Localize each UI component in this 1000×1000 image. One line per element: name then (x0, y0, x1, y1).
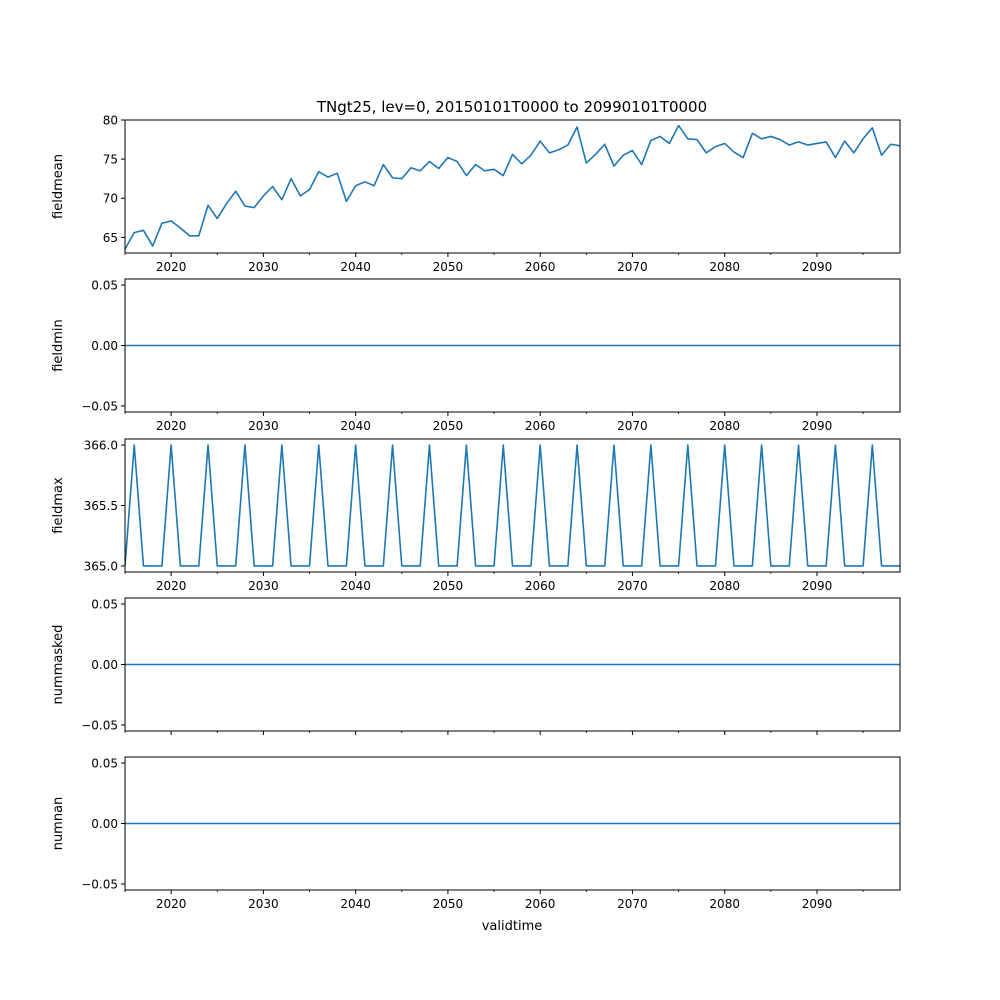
x-tick-label: 2070 (617, 260, 648, 274)
x-tick-label: 2030 (248, 419, 279, 433)
x-tick-label: 2060 (525, 579, 556, 593)
x-tick-label: 2040 (340, 579, 371, 593)
subplot-nummasked: −0.05 0.00 0.05 nummasked (51, 597, 901, 735)
x-tick-label: 2090 (802, 579, 833, 593)
x-tick-label: 2040 (340, 260, 371, 274)
y-tick-label: 0.00 (91, 658, 118, 672)
x-tick-label: 2090 (802, 419, 833, 433)
y-tick-label: 65 (103, 231, 118, 245)
y-tick-label: 365.5 (84, 499, 118, 513)
x-tick-label: 2050 (433, 419, 464, 433)
axes-frame (124, 438, 901, 573)
x-tick-label: 2050 (433, 579, 464, 593)
x-tick-label: 2080 (709, 579, 740, 593)
y-axis-label: fieldmean (51, 154, 66, 219)
y-axis-label: numnan (51, 797, 66, 851)
x-tick-label: 2030 (248, 579, 279, 593)
x-tick-label: 2080 (709, 260, 740, 274)
subplot-numnan: −0.05 0.00 0.05 2020 2030 2040 2050 2060 2070 208… (51, 756, 901, 911)
y-tick-label: 0.05 (91, 279, 118, 293)
y-tick-label: 80 (103, 114, 118, 128)
y-tick-label: 75 (103, 153, 118, 167)
x-axis-label: validtime (482, 919, 543, 934)
y-axis-label: fieldmax (51, 477, 66, 534)
x-tick-label: 2020 (156, 419, 187, 433)
y-tick-label: 0.00 (91, 339, 118, 353)
y-tick-label: 365.0 (84, 559, 118, 573)
chart-title: TNgt25, lev=0, 20150101T0000 to 20990101… (316, 98, 707, 116)
x-tick-label: 2020 (156, 579, 187, 593)
x-tick-label: 2020 (156, 260, 187, 274)
x-tick-label: 2080 (709, 419, 740, 433)
series-line-fieldmax (125, 444, 900, 567)
y-tick-label: −0.05 (81, 877, 118, 891)
y-tick-label: 0.05 (91, 598, 118, 612)
x-tick-label: 2060 (525, 419, 556, 433)
axes-frame (124, 119, 901, 254)
y-tick-label: 0.05 (91, 757, 118, 771)
x-tick-label: 2060 (525, 897, 556, 911)
x-tick-label: 2040 (340, 897, 371, 911)
x-tick-label: 2080 (709, 897, 740, 911)
x-tick-label: 2030 (248, 897, 279, 911)
x-tick-label: 2060 (525, 260, 556, 274)
subplot-fieldmin: −0.05 0.00 0.05 2020 2030 2040 2050 2060 2070 208… (51, 278, 901, 433)
y-tick-label: 366.0 (84, 439, 118, 453)
x-tick-label: 2090 (802, 897, 833, 911)
x-tick-label: 2070 (617, 579, 648, 593)
x-tick-label: 2020 (156, 897, 187, 911)
y-axis-label: nummasked (51, 625, 66, 705)
series-line-fieldmean (125, 124, 900, 250)
x-tick-label: 2050 (433, 260, 464, 274)
y-tick-label: −0.05 (81, 718, 118, 732)
y-tick-label: 0.00 (91, 817, 118, 831)
x-tick-label: 2050 (433, 897, 464, 911)
y-tick-label: 70 (103, 192, 118, 206)
subplots: 65 70 75 80 2020 2030 2040 2050 2060 2070 2080 2090… (51, 114, 901, 911)
subplot-fieldmean: 65 70 75 80 2020 2030 2040 2050 2060 2070 2080 2090… (51, 114, 901, 274)
x-tick-label: 2070 (617, 419, 648, 433)
x-tick-label: 2030 (248, 260, 279, 274)
x-tick-label: 2070 (617, 897, 648, 911)
subplot-fieldmax: 365.0 365.5 366.0 2020 2030 2040 2050 2060 2070 2… (51, 438, 901, 593)
y-tick-label: −0.05 (81, 399, 118, 413)
y-axis-label: fieldmin (51, 319, 66, 372)
x-tick-label: 2040 (340, 419, 371, 433)
x-tick-label: 2090 (802, 260, 833, 274)
